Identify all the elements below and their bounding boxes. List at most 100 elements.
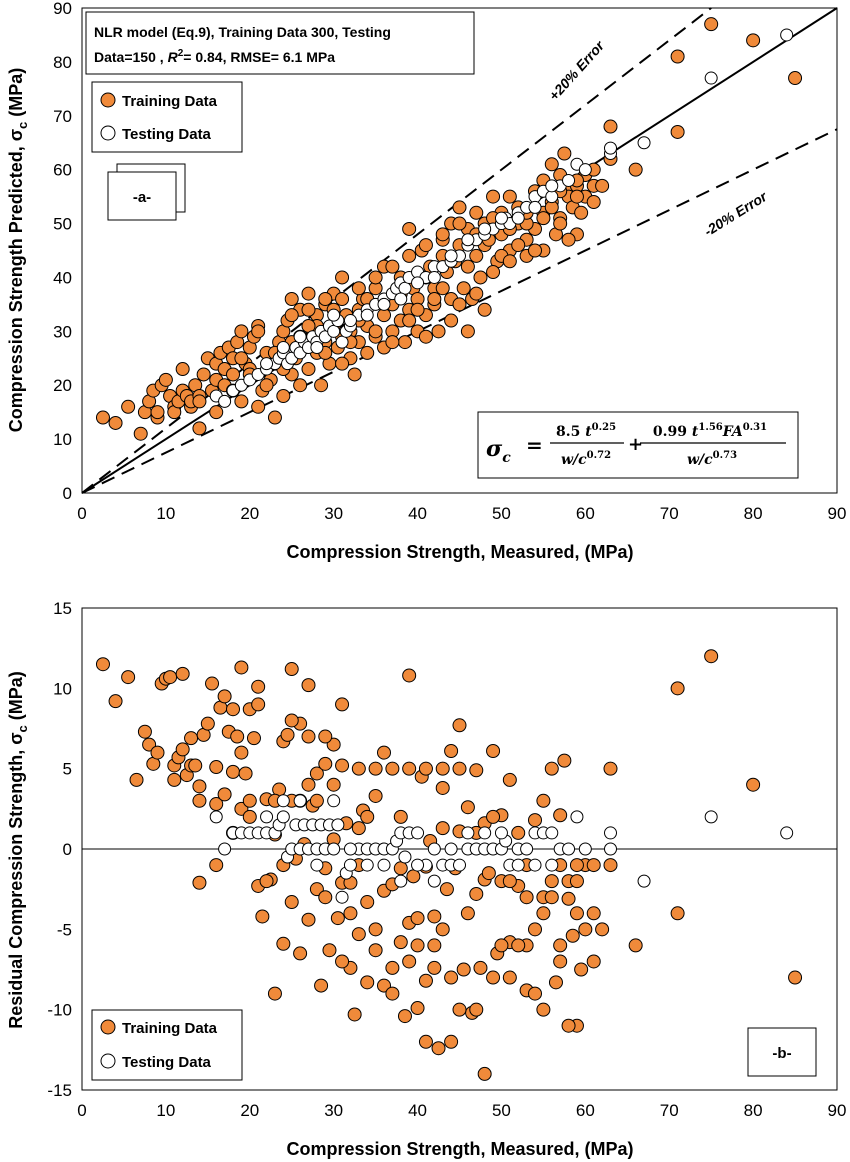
training-data-point	[205, 676, 220, 691]
training-data-point	[95, 657, 110, 672]
training-data-point	[314, 378, 329, 393]
training-data-point	[293, 946, 308, 961]
x-tick-label: 70	[660, 504, 679, 523]
x-tick-label: 50	[492, 504, 511, 523]
training-data-point	[385, 761, 400, 776]
training-data-point	[435, 922, 450, 937]
testing-data-point	[427, 270, 441, 284]
training-data-point	[167, 772, 182, 787]
equation-box: σc = 8.5 t0.25 w/c0.72 + 0.99 t1.56FA0.3…	[477, 411, 799, 479]
training-data-point	[452, 216, 467, 231]
testing-data-point	[511, 211, 525, 225]
training-data-point	[192, 875, 207, 890]
training-data-point	[511, 825, 526, 840]
training-data-point	[456, 962, 471, 977]
legend-testing-marker	[100, 125, 116, 141]
testing-data-point	[377, 297, 391, 311]
training-data-point	[544, 874, 559, 889]
training-data-point	[548, 975, 563, 990]
testing-data-point	[276, 794, 290, 808]
training-data-point	[477, 1066, 492, 1081]
panel-b-y-tick-labels: -15 -10 -5 0 5 10 15	[47, 599, 72, 1100]
x-tick-label: 80	[744, 504, 763, 523]
x-tick-label: 30	[324, 504, 343, 523]
training-data-point	[569, 858, 584, 873]
testing-data-point	[377, 858, 391, 872]
training-data-point	[427, 909, 442, 924]
testing-data-point	[310, 341, 324, 354]
training-data-point	[486, 970, 501, 985]
training-data-point	[536, 906, 551, 921]
training-data-point	[95, 410, 110, 425]
training-data-point	[444, 1034, 459, 1049]
y-tick-label: 10	[53, 679, 72, 698]
training-data-point	[603, 761, 618, 776]
training-data-point	[234, 324, 249, 339]
testing-data-point	[545, 858, 559, 872]
training-data-point	[234, 745, 249, 760]
training-data-point	[460, 800, 475, 815]
testing-data-point	[780, 826, 794, 840]
testing-data-point	[335, 890, 349, 904]
legend-training-marker	[100, 92, 116, 108]
training-data-point	[192, 394, 207, 409]
training-data-point	[335, 270, 350, 285]
y-tick-label: 70	[53, 107, 72, 126]
svg-text:+: +	[628, 434, 643, 455]
training-data-point	[788, 71, 803, 86]
upper-error-label: +20% Error	[545, 37, 608, 104]
panel-a-legend: Training Data Testing Data	[91, 81, 243, 153]
training-data-point	[406, 869, 421, 884]
testing-data-point	[562, 842, 576, 856]
testing-data-point	[637, 874, 651, 888]
training-data-point	[410, 938, 425, 953]
training-data-point	[431, 1041, 446, 1056]
testing-data-point	[637, 136, 651, 150]
training-data-point	[569, 189, 584, 204]
training-data-point	[246, 731, 261, 746]
training-data-point	[301, 286, 316, 301]
training-data-point	[200, 716, 215, 731]
training-data-point	[368, 761, 383, 776]
svg-text:-b-: -b-	[772, 1045, 791, 1062]
training-data-point	[402, 313, 417, 328]
training-data-point	[150, 405, 165, 420]
training-data-point	[393, 861, 408, 876]
training-data-point	[188, 758, 203, 773]
x-tick-label: 70	[660, 1101, 679, 1120]
panel-b-label: -b-	[747, 1027, 817, 1077]
training-data-point	[402, 761, 417, 776]
training-data-point	[704, 17, 719, 32]
training-data-point	[108, 415, 123, 430]
training-data-point	[318, 756, 333, 771]
testing-data-point	[260, 357, 274, 371]
testing-data-point	[461, 826, 475, 840]
training-data-point	[276, 389, 291, 403]
panel-a-x-tick-labels: 0 10 20 30 40 50 60 70 80 90	[77, 504, 846, 523]
training-data-point	[439, 882, 454, 897]
training-data-point	[234, 394, 249, 409]
training-data-point	[301, 362, 316, 377]
training-data-point	[351, 281, 366, 296]
training-data-point	[234, 801, 249, 816]
training-data-point	[326, 777, 341, 792]
training-data-point	[402, 668, 417, 683]
svg-text:=: =	[526, 433, 543, 457]
training-data-point	[255, 909, 270, 924]
training-data-point	[368, 324, 383, 339]
testing-data-point	[478, 222, 492, 236]
training-data-point	[486, 265, 501, 280]
svg-text:0.99 t1.56FA0.31: 0.99 t1.56FA0.31	[653, 422, 767, 440]
training-data-point	[586, 195, 601, 209]
y-tick-label: 0	[63, 484, 72, 503]
training-data-point	[150, 745, 165, 760]
training-data-point	[284, 292, 299, 306]
training-data-point	[435, 821, 450, 836]
training-data-point	[326, 737, 341, 752]
training-data-point	[427, 292, 442, 306]
panel-a-y-tick-labels: 0 10 20 30 40 50 60 70 80 90	[53, 0, 72, 503]
training-data-point	[477, 302, 492, 317]
training-data-point	[456, 281, 471, 296]
testing-data-point	[570, 810, 584, 824]
training-data-point	[397, 1009, 412, 1024]
